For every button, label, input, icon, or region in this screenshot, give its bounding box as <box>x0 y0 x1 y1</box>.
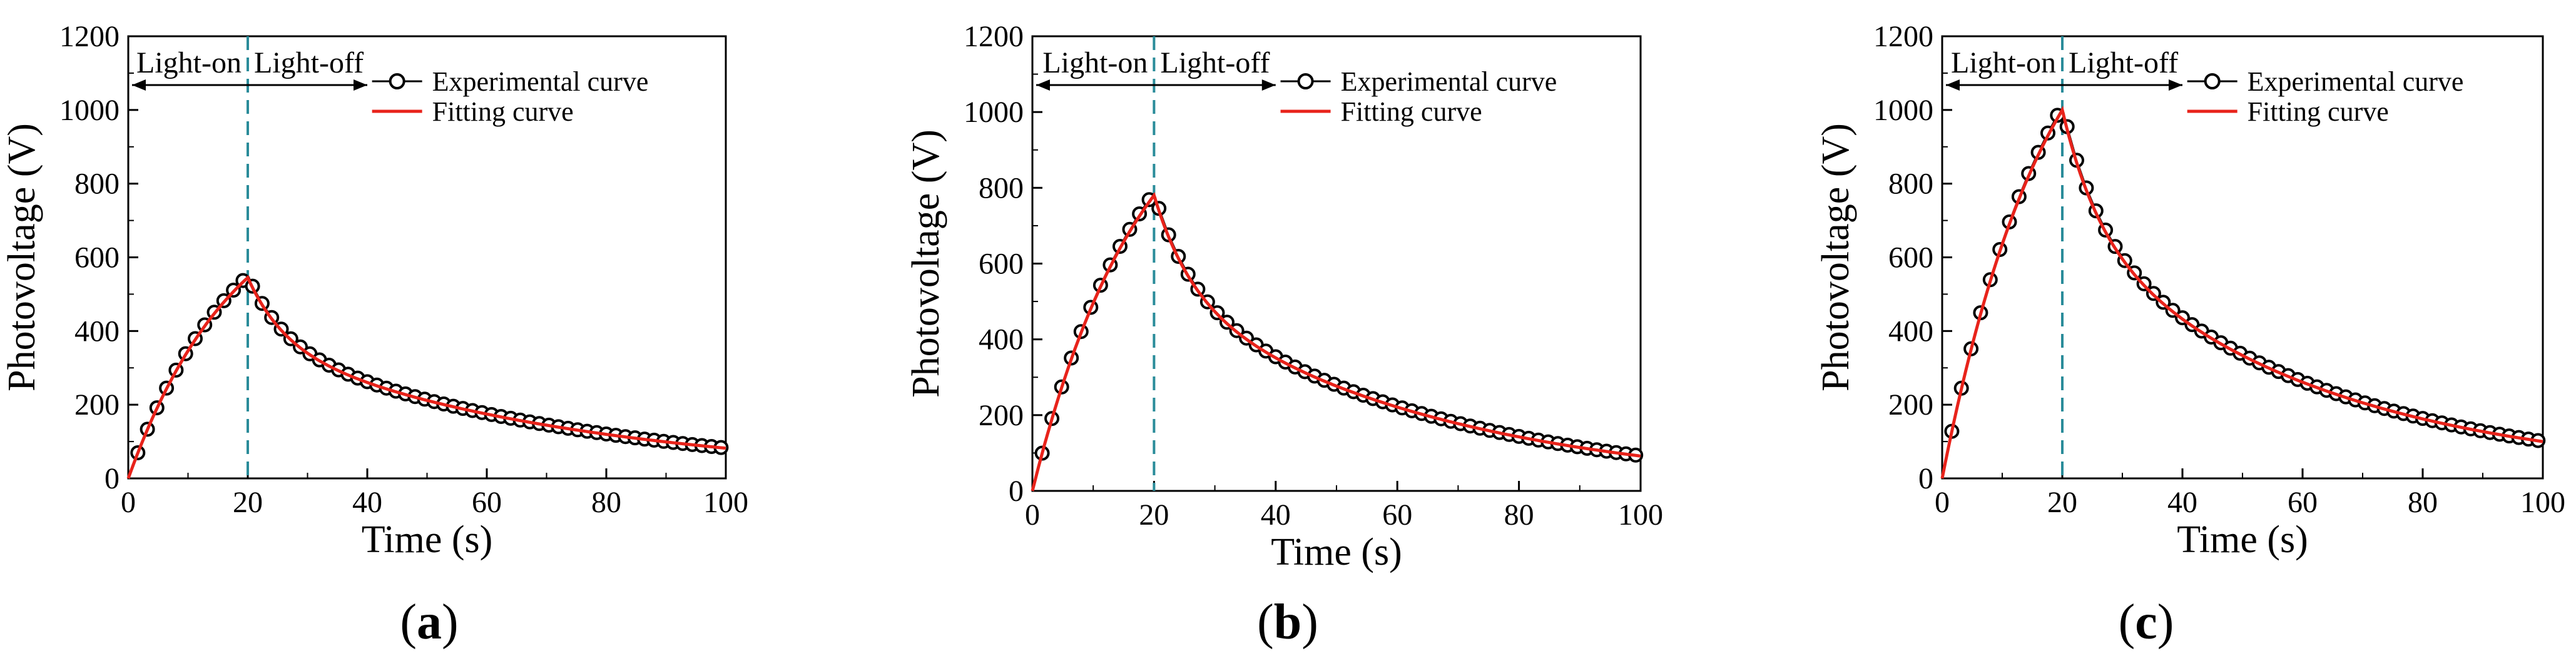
y-axis-title-b: Photovoltage (V) <box>905 129 947 398</box>
y-tick-label-c-6: 1200 <box>1873 20 1933 53</box>
caption-c-label: c <box>2135 595 2157 650</box>
x-tick-label-b-3: 60 <box>1382 498 1412 532</box>
y-tick-label-c-0: 0 <box>1918 462 1933 495</box>
y-tick-label-c-2: 400 <box>1888 315 1933 348</box>
legend-exp-label-b: Experimental curve <box>1341 66 1557 97</box>
plot-frame-b <box>1031 35 1642 492</box>
y-tick-label-a-0: 0 <box>104 462 120 495</box>
y-tick-label-b-1: 200 <box>979 399 1024 432</box>
x-tick-label-b-1: 20 <box>1139 498 1169 532</box>
legend-exp-label-a: Experimental curve <box>432 66 649 97</box>
caption-c: (c) <box>2118 595 2174 650</box>
light-on-label-b: Light-on <box>1042 46 1148 79</box>
arrow-head-left-b <box>1036 79 1050 91</box>
x-tick-label-c-5: 100 <box>2520 486 2565 519</box>
series-fitting-line-c <box>1940 106 2543 479</box>
light-off-label-b: Light-off <box>1160 46 1270 79</box>
caption-a-label: a <box>417 595 442 650</box>
caption-a: (a) <box>400 595 459 650</box>
y-tick-label-b-3: 600 <box>979 248 1024 281</box>
x-tick-label-b-0: 0 <box>1025 498 1040 532</box>
plot-frame-a <box>127 35 727 480</box>
light-off-label-a: Light-off <box>254 46 364 79</box>
x-tick-label-a-4: 80 <box>591 486 621 519</box>
x-tick-label-c-4: 80 <box>2408 486 2438 519</box>
panel-c: 0 20 40 60 80 100 0 200 400 600 800 1000 1200 Time (s… <box>1717 0 2575 671</box>
legend-fit-label-a: Fitting curve <box>432 96 574 127</box>
x-tick-label-a-2: 40 <box>352 486 382 519</box>
caption-b-label: b <box>1273 595 1302 650</box>
series-fitting-line-b <box>1031 191 1641 492</box>
legend-exp-marker-a <box>389 73 405 89</box>
x-axis-title-c: Time (s) <box>2177 518 2308 561</box>
y-tick-label-b-0: 0 <box>1009 475 1024 508</box>
plot-frame-c <box>1941 35 2544 480</box>
light-off-label-c: Light-off <box>2069 46 2178 79</box>
arrow-head-left-a <box>132 79 146 91</box>
arrow-head-right-a <box>354 79 367 91</box>
x-tick-label-b-2: 40 <box>1261 498 1291 532</box>
legend-fit-label-b: Fitting curve <box>1341 96 1482 127</box>
arrow-head-right-b <box>1261 79 1276 91</box>
y-tick-label-a-4: 800 <box>74 168 120 201</box>
legend-exp-marker-c <box>2204 73 2221 89</box>
y-tick-label-b-2: 400 <box>979 323 1024 356</box>
y-tick-label-b-6: 1200 <box>964 20 1024 53</box>
panel-a: 0 20 40 60 80 100 0 200 400 600 800 1000 1200 Time (s… <box>0 0 858 671</box>
y-tick-label-c-4: 800 <box>1888 168 1933 201</box>
legend-fit-label-c: Fitting curve <box>2248 96 2389 127</box>
y-tick-label-a-2: 400 <box>74 315 120 348</box>
panel-b: 0 20 40 60 80 100 0 200 400 600 800 1000 1200 Time (s… <box>858 0 1717 671</box>
x-tick-label-c-1: 20 <box>2047 486 2077 519</box>
y-tick-label-a-5: 1000 <box>59 94 120 127</box>
series-fitting-line-a <box>126 275 726 479</box>
y-axis-title-c: Photovoltage (V) <box>1815 123 1857 391</box>
x-tick-label-b-4: 80 <box>1504 498 1534 532</box>
y-tick-label-c-5: 1000 <box>1873 94 1933 127</box>
legend-exp-label-c: Experimental curve <box>2248 66 2464 97</box>
light-on-label-c: Light-on <box>1951 46 2056 79</box>
x-tick-label-a-3: 60 <box>472 486 502 519</box>
y-axis-title-a: Photovoltage (V) <box>1 123 43 391</box>
x-axis-title-b: Time (s) <box>1271 531 1402 573</box>
x-tick-label-c-2: 40 <box>2167 486 2197 519</box>
arrow-head-left-c <box>1946 79 1960 91</box>
y-tick-label-a-3: 600 <box>74 241 120 275</box>
legend-exp-marker-b <box>1297 73 1314 89</box>
x-axis-title-a: Time (s) <box>362 518 493 561</box>
series-experimental-points-a <box>130 273 729 460</box>
x-tick-label-c-0: 0 <box>1935 486 1950 519</box>
y-tick-label-c-3: 600 <box>1888 241 1933 275</box>
x-tick-label-b-5: 100 <box>1618 498 1663 532</box>
y-tick-label-b-4: 800 <box>979 171 1024 204</box>
light-on-label-a: Light-on <box>136 46 242 79</box>
x-tick-label-a-5: 100 <box>703 486 748 519</box>
y-tick-label-a-1: 200 <box>74 388 120 421</box>
caption-b: (b) <box>1257 595 1318 650</box>
arrow-head-right-c <box>2169 79 2182 91</box>
x-tick-label-c-3: 60 <box>2288 486 2318 519</box>
x-tick-label-a-1: 20 <box>233 486 263 519</box>
y-tick-label-a-6: 1200 <box>59 20 120 53</box>
y-tick-label-c-1: 200 <box>1888 388 1933 421</box>
y-tick-label-b-5: 1000 <box>964 96 1024 129</box>
x-tick-label-a-0: 0 <box>121 486 136 519</box>
